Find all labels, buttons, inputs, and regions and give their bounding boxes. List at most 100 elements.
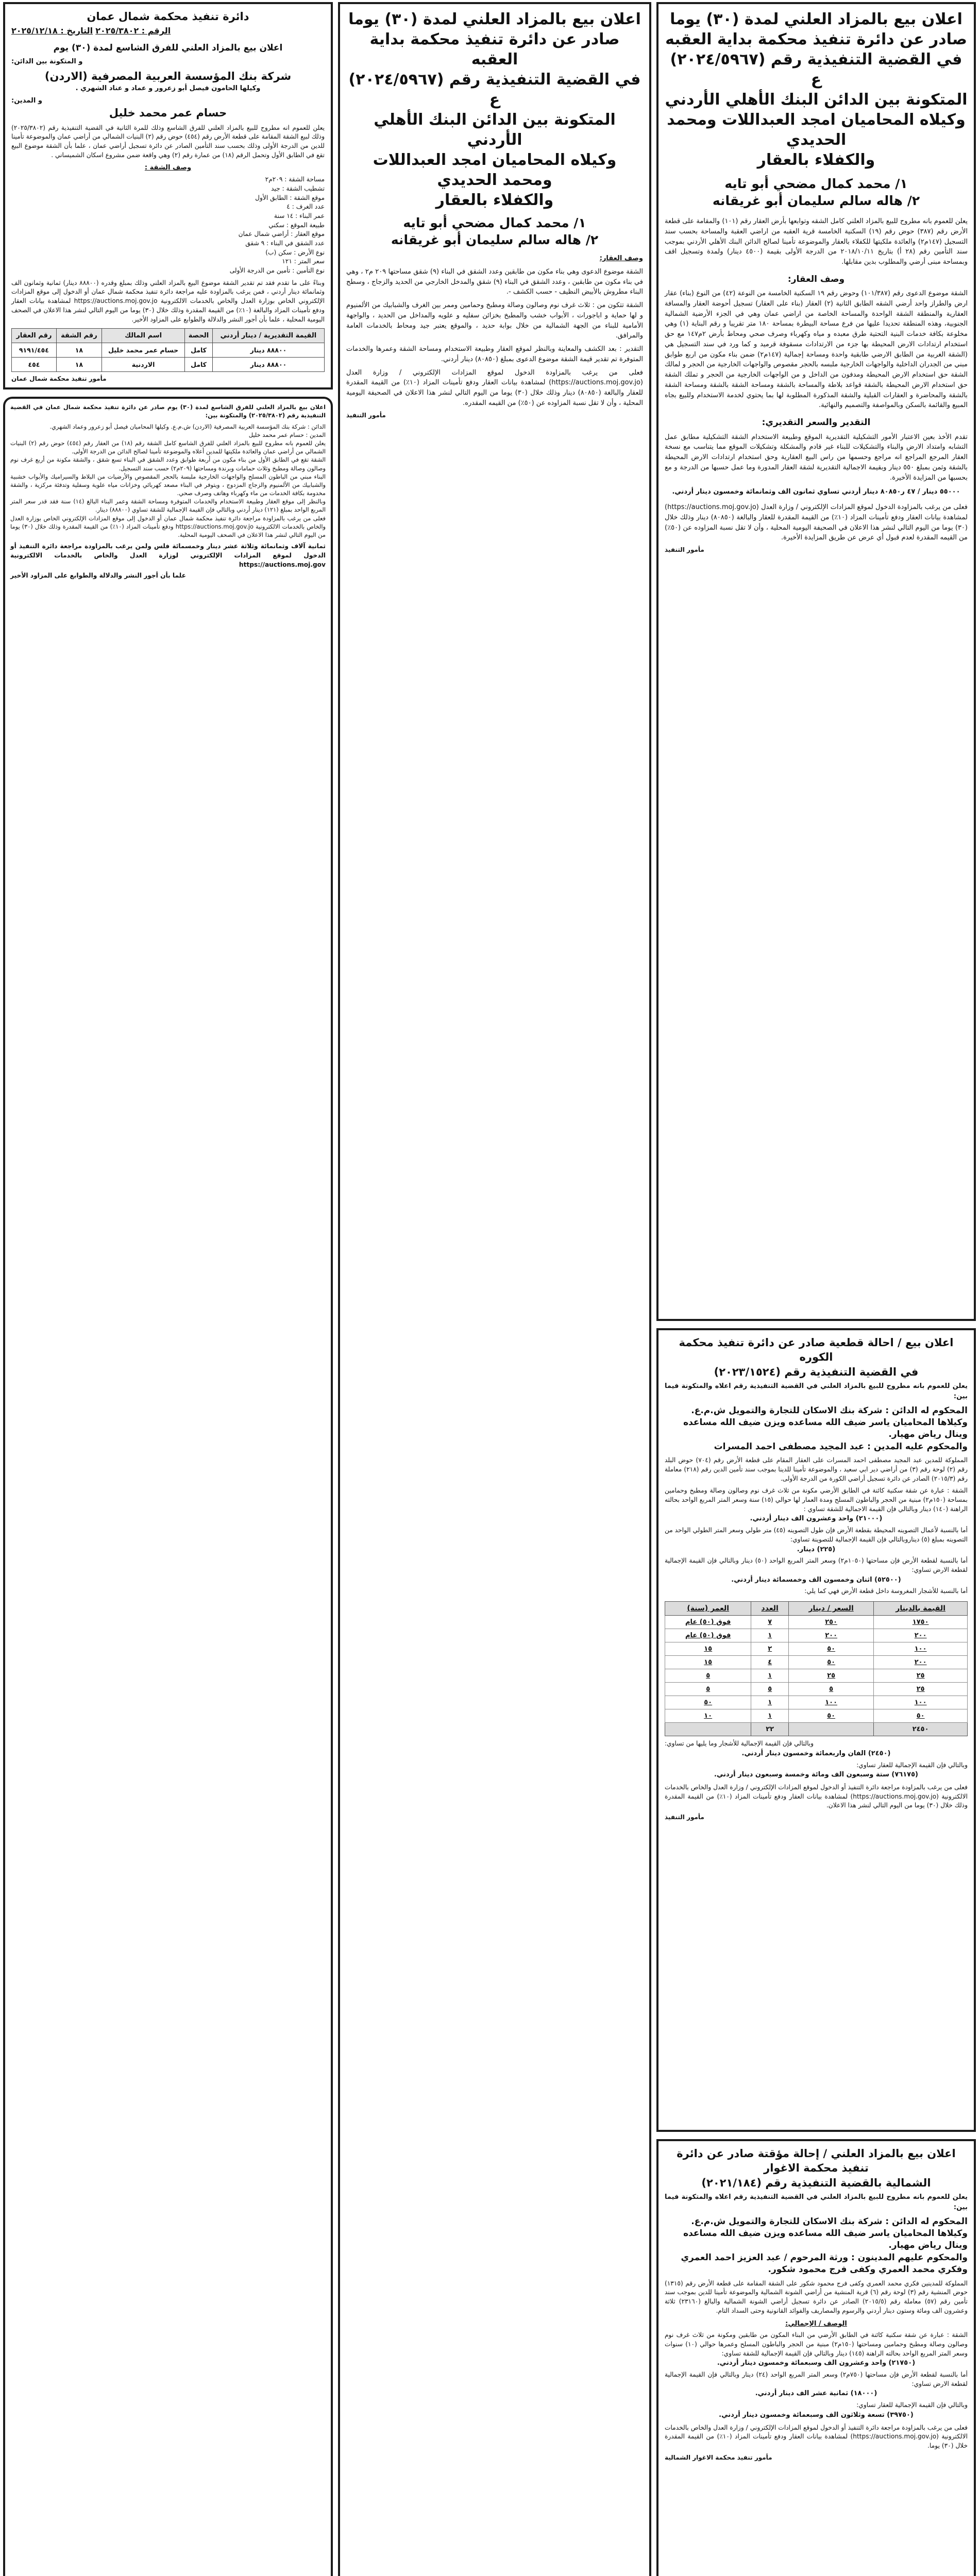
- koura-trees-table: القيمة بالدينار السعر / دينار العدد العم…: [664, 1601, 968, 1737]
- aqaba-intro: يعلن للعموم بانه مطروح للبيع بالمزاد الع…: [665, 217, 968, 266]
- mid-title-line1: اعلان بيع بالمزاد العلني لمدة (٣٠) يوما: [348, 10, 641, 28]
- cell-price: ٢٠٠: [788, 1629, 874, 1643]
- table-row: ٨٨٨٠٠ دينار كامل الاردنية ١٨ ٤٥٤: [11, 357, 325, 372]
- exec-intro: اعلان بيع بالمزاد العلني للفرق الشاسع لم…: [10, 403, 326, 419]
- aqaba-title-line1: اعلان بيع بالمزاد العلني لمدة (٣٠) يوما: [670, 10, 962, 28]
- aghwar-section-title: الوصف / الإجمالي:: [785, 2319, 847, 2328]
- aghwar-agents: وكيلاها المحاميان ياسر ضيف الله مساعده و…: [683, 2228, 968, 2251]
- cell-age: ١٥: [664, 1655, 752, 1670]
- cell-value: ١٧٥٠: [873, 1615, 968, 1630]
- koura-amount-1: (٢١٠٠٠) واحد وعشرون الف دينار أردني.: [750, 1515, 883, 1523]
- fact-row: عدد الشقق في البناء : ٩ شقق: [245, 240, 325, 247]
- ref-number-label: الرقم :: [141, 26, 171, 36]
- cell-count: ١: [751, 1669, 789, 1683]
- table-row: ٢٠٠ ٥٠ ٤ ١٥: [664, 1655, 968, 1670]
- koura-subtitle: يعلن للعموم بانه مطروح للبيع بالمزاد الع…: [665, 1382, 968, 1400]
- fact-value: الطابق الأول: [255, 194, 288, 201]
- column-middle: اعلان بيع بالمزاد العلني لمدة (٣٠) يوما …: [338, 2, 651, 2576]
- fact-row: تشطيب الشقة : جيد: [271, 184, 325, 192]
- table-header-row: القيمة التقديرية / دينار أردني الحصة اسم…: [11, 328, 325, 344]
- fact-key: تشطيب الشقة: [286, 184, 325, 192]
- north-amman-signature: مأمور تنفيذ محكمة شمال عمان: [11, 375, 107, 383]
- fact-key: موقع العقار: [295, 230, 325, 238]
- table-row: ٥٠ ٥٠ ١ ١٠: [664, 1709, 968, 1723]
- aghwar-b3: وبالتالي فإن القيمة الإجمالية للعقار تسا…: [856, 2401, 968, 2409]
- mid-title-line6: والكفلاء بالعقار: [435, 191, 554, 209]
- cell-total-age-blank: [664, 1722, 752, 1737]
- mid-title-line5: وكيلاه المحاميان امجد العبداللات ومحمد ا…: [373, 151, 617, 189]
- cell-price: ٥٠: [788, 1709, 874, 1723]
- aqaba-signature: مأمور التنفيذ: [665, 546, 704, 554]
- fact-value: سكني: [268, 221, 285, 229]
- north-amman-body-intro: يعلن للعموم انه مطروح للبيع بالمزاد العل…: [11, 124, 325, 159]
- fact-key: عدد الشقق في البناء: [271, 240, 325, 247]
- cell-price: ٥٠: [788, 1655, 874, 1670]
- cell-price: ١٠٠: [788, 1696, 874, 1710]
- koura-grand-total: (٧٦١٧٥) ستة وسبعون الف ومائة وخمسة وسبعو…: [714, 1771, 918, 1779]
- cell-prop: ٩١٩١/٤٥٤: [11, 343, 57, 358]
- mid-paragraph-4: فعلى من يرغب بالمزاودة الدخول لموقع المز…: [346, 368, 643, 407]
- exec-line: فعلى من يرغب بالمزاودة مراجعة دائرة تنفي…: [10, 514, 326, 539]
- aqaba-title-line4: المتكونة بين الدائن البنك الأهلي الأردني: [665, 91, 968, 109]
- koura-note-2: أما بالنسبة لأعمال التصوينه المحيطة بقطع…: [665, 1527, 968, 1543]
- cell-owner: الاردنية: [102, 357, 185, 372]
- aqaba-price-title: التقدير والسعر التقديري:: [762, 417, 871, 428]
- aghwar-title-line2: الشمالية بالقضية التنفيذية رقم (٢٠٢١/١٨٤…: [701, 2176, 931, 2189]
- table-row: ١٠٠ ١٠٠ ١ ٥٠: [664, 1696, 968, 1710]
- notice-koura-box: اعلان بيع / احالة قطعية صادر عن دائرة تن…: [656, 1328, 976, 2132]
- aqaba-party-1: ١/ محمد كمال مضحي أبو تايه: [724, 176, 908, 191]
- exec-line: وبالنظر إلى موقع العقار وطبيعة الاستخدام…: [10, 498, 326, 514]
- exec-line-footer: علما بأن أجور النشر والدلالة والطوابع عل…: [10, 572, 186, 580]
- table-row: ١٧٥٠ ٢٥٠ ٧ فوق (٥٠) عام: [664, 1615, 968, 1630]
- date-value: ٢٠٢٥/١٢/١٨: [11, 26, 58, 36]
- cell-age: ٥: [664, 1669, 752, 1683]
- mid-party-1: ١/ محمد كمال مضحي أبو تايه: [403, 215, 586, 230]
- koura-grand-total-label: وبالتالي فإن القيمة الإجمالية للعقار تسا…: [856, 1761, 968, 1769]
- aqaba-property-title: وصف العقار:: [787, 274, 845, 284]
- cell-count: ٧: [751, 1615, 789, 1630]
- table-row: ٢٠٠ ٢٠٠ ١ فوق (٥٠) عام: [664, 1629, 968, 1643]
- north-amman-date-line: التاريخ : ٢٠٢٥/١٢/١٨: [11, 25, 93, 37]
- cell-value: ٢٠٠: [873, 1629, 968, 1643]
- fact-key: نوع التأمين: [296, 267, 325, 275]
- aghwar-body-1: المملوكة للمدينين فكري محمد العمري وكفى …: [665, 2279, 968, 2314]
- aqaba-party-2: ٢/ هاله سالم سليمان أبو غريقانه: [712, 193, 920, 208]
- cell-total-price-blank: [788, 1722, 874, 1737]
- table-row: ١٠٠ ٥٠ ٢ ١٥: [664, 1642, 968, 1656]
- cell-total-count: ٢٢: [751, 1722, 789, 1737]
- cell-apt: ١٨: [56, 357, 103, 372]
- exec-line: المدين : حسام عمر محمد خليل: [248, 431, 326, 438]
- fact-key: عدد الغرف: [296, 203, 325, 211]
- koura-agents: وكيلاها المحاميان ياسر ضيف الله مساعده و…: [683, 1417, 968, 1440]
- col-count: العدد: [751, 1601, 789, 1616]
- north-amman-dept-title: دائرة تنفيذ محكمة شمال عمان: [87, 10, 249, 23]
- north-amman-para-tail: وبناءً على ما تقدم فقد تم تقدير الشقة مو…: [11, 279, 325, 323]
- col-age-years: العمر (سنة): [664, 1601, 752, 1616]
- aghwar-online-note: فعلى من يرغب بالمزاودة مراجعة دائرة التن…: [665, 2424, 968, 2450]
- aghwar-creditor-label: المحكوم له الدائن : شركة بنك الاسكان للت…: [691, 2216, 968, 2227]
- date-label: التاريخ :: [60, 26, 93, 36]
- north-amman-creditor: شركة بنك المؤسسة العربية المصرفية (الارد…: [44, 70, 292, 82]
- notice-exec-detail-box: اعلان بيع بالمزاد العلني للفرق الشاسع لم…: [3, 397, 333, 2576]
- aqaba-property-text: الشقة موضوع الدعوى رقم (١٠١/٣٨٧) وحوض رق…: [665, 290, 968, 410]
- aqaba-title-line2: صادر عن دائرة تنفيذ محكمة بداية العقبه: [665, 30, 967, 48]
- notice-north-amman-box: دائرة تنفيذ محكمة شمال عمان الرقم : ٢٠٢٥…: [3, 2, 333, 390]
- aghwar-b1: الشقة : عبارة عن شقة سكنية كائنة في الطا…: [665, 2331, 968, 2357]
- koura-amount-2: (٢٢٥) دينار.: [797, 1545, 836, 1553]
- cell-owner: حسام عمر محمد خليل: [102, 343, 185, 358]
- fact-row: موقع العقار : أراضي شمال عمان: [238, 230, 325, 238]
- aqaba-price-amount: ٥٥٠٠٠ دينار / ٤٧ ر٨٠٨٥٠ دينار أردني تساو…: [672, 488, 960, 496]
- fact-key: طبيعة الموقع: [290, 221, 325, 229]
- cell-count: ٥: [751, 1682, 789, 1697]
- north-amman-creditor-agents: وكيلها الحامون فيصل أبو زعرور و عماد و ع…: [75, 84, 261, 92]
- fact-row: سعر المتر : ١٢١: [282, 258, 325, 265]
- fact-value: سكن (ب): [265, 248, 292, 256]
- cell-age: ١٥: [664, 1642, 752, 1656]
- col-owner-name: اسم المالك: [102, 328, 185, 344]
- ref-number-value: ٢٠٢٥/٣٨٠٢: [95, 26, 139, 36]
- koura-body-1: المملوكة للمدين عبد المجيد مصطفى احمد ال…: [665, 1456, 968, 1482]
- mid-title-line3: في القضية التنفيذية رقم (٢٠٢٤/٥٩٦٧) ع: [348, 71, 641, 109]
- fact-row: عدد الغرف : ٤: [286, 203, 325, 211]
- cell-value: ١٠٠: [873, 1696, 968, 1710]
- koura-debtor-label: والمحكوم عليه المدين : عبد المجيد مصطفى …: [714, 1441, 968, 1452]
